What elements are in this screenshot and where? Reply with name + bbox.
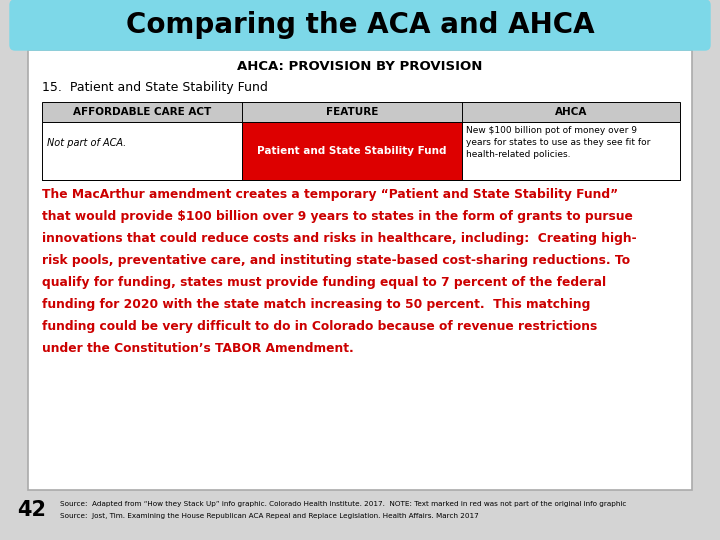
Text: 15.  Patient and State Stability Fund: 15. Patient and State Stability Fund bbox=[42, 82, 268, 94]
Text: qualify for funding, states must provide funding equal to 7 percent of the feder: qualify for funding, states must provide… bbox=[42, 276, 606, 289]
Text: Not part of ACA.: Not part of ACA. bbox=[47, 138, 126, 148]
Text: funding could be very difficult to do in Colorado because of revenue restriction: funding could be very difficult to do in… bbox=[42, 320, 598, 333]
Text: FEATURE: FEATURE bbox=[326, 107, 378, 117]
Text: funding for 2020 with the state match increasing to 50 percent.  This matching: funding for 2020 with the state match in… bbox=[42, 298, 590, 311]
Text: Source:  Adapted from “How they Stack Up” info graphic. Colorado Health Institut: Source: Adapted from “How they Stack Up”… bbox=[60, 501, 626, 507]
Text: AFFORDABLE CARE ACT: AFFORDABLE CARE ACT bbox=[73, 107, 211, 117]
Text: innovations that could reduce costs and risks in healthcare, including:  Creatin: innovations that could reduce costs and … bbox=[42, 232, 636, 245]
Text: 42: 42 bbox=[17, 500, 47, 520]
FancyBboxPatch shape bbox=[10, 0, 710, 50]
Text: AHCA: PROVISION BY PROVISION: AHCA: PROVISION BY PROVISION bbox=[238, 59, 482, 72]
Text: The MacArthur amendment creates a temporary “Patient and State Stability Fund”: The MacArthur amendment creates a tempor… bbox=[42, 188, 618, 201]
FancyBboxPatch shape bbox=[462, 122, 680, 180]
Text: Source:  Jost, Tim. Examining the House Republican ACA Repeal and Replace Legisl: Source: Jost, Tim. Examining the House R… bbox=[60, 513, 479, 519]
FancyBboxPatch shape bbox=[42, 122, 242, 180]
Text: AHCA: AHCA bbox=[555, 107, 588, 117]
FancyBboxPatch shape bbox=[28, 50, 692, 490]
Text: Patient and State Stability Fund: Patient and State Stability Fund bbox=[257, 146, 446, 156]
FancyBboxPatch shape bbox=[42, 102, 680, 122]
Text: risk pools, preventative care, and instituting state-based cost-sharing reductio: risk pools, preventative care, and insti… bbox=[42, 254, 630, 267]
Text: New $100 billion pot of money over 9
years for states to use as they see fit for: New $100 billion pot of money over 9 yea… bbox=[466, 126, 650, 159]
FancyBboxPatch shape bbox=[242, 122, 462, 180]
Text: Comparing the ACA and AHCA: Comparing the ACA and AHCA bbox=[126, 11, 594, 39]
Text: under the Constitution’s TABOR Amendment.: under the Constitution’s TABOR Amendment… bbox=[42, 342, 354, 355]
Text: that would provide $100 billion over 9 years to states in the form of grants to : that would provide $100 billion over 9 y… bbox=[42, 210, 633, 223]
